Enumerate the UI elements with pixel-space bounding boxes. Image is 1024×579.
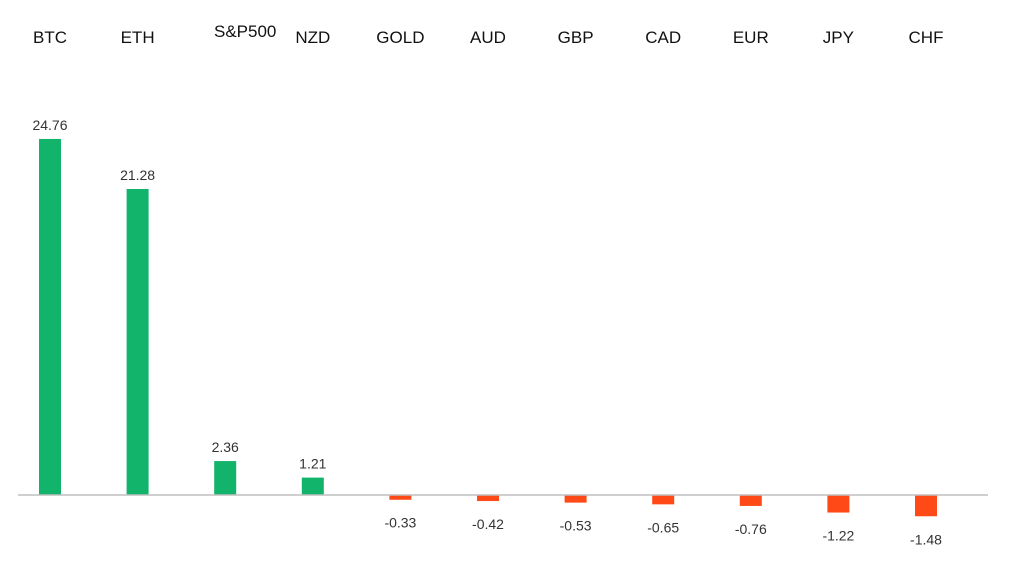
bar-chf (915, 495, 937, 517)
bar-eth (126, 188, 149, 496)
category-label-aud: AUD (470, 28, 506, 47)
bar-cad (652, 495, 675, 505)
value-label-eur: -0.76 (735, 521, 767, 537)
value-label-chf: -1.48 (910, 531, 942, 547)
bar-nzd (301, 477, 324, 495)
category-label-cad: CAD (645, 28, 681, 47)
bar-sp500 (214, 461, 237, 495)
category-label-jpy: JPY (823, 28, 854, 47)
category-labels: BTC ETH S&P500 NZD GOLD AUD GBP CAD EUR JPY CHF (33, 22, 943, 47)
value-labels: 24.76 21.28 2.36 1.21 -0.33 -0.42 -0.53 -0.65 -0… (32, 117, 942, 547)
bar-eur (739, 495, 762, 506)
bars (39, 138, 937, 517)
category-label-eth: ETH (121, 28, 155, 47)
value-label-cad: -0.65 (647, 519, 679, 535)
bar-btc (39, 138, 61, 495)
value-label-btc: 24.76 (32, 117, 67, 133)
category-label-gbp: GBP (558, 28, 594, 47)
category-label-eur: EUR (733, 28, 769, 47)
bar-gold (389, 495, 412, 500)
value-label-gbp: -0.53 (560, 518, 592, 534)
category-label-gold: GOLD (376, 28, 424, 47)
category-label-chf: CHF (909, 28, 944, 47)
category-label-btc: BTC (33, 28, 67, 47)
value-label-eth: 21.28 (120, 167, 155, 183)
category-label-nzd: NZD (295, 28, 330, 47)
value-label-sp500: 2.36 (212, 439, 239, 455)
bar-jpy (827, 495, 850, 513)
bar-aud (477, 495, 499, 502)
category-label-sp500: S&P500 (214, 22, 276, 41)
value-label-nzd: 1.21 (299, 456, 326, 472)
value-label-jpy: -1.22 (822, 528, 854, 544)
value-label-aud: -0.42 (472, 516, 504, 532)
bar-gbp (564, 495, 587, 503)
value-label-gold: -0.33 (384, 515, 416, 531)
